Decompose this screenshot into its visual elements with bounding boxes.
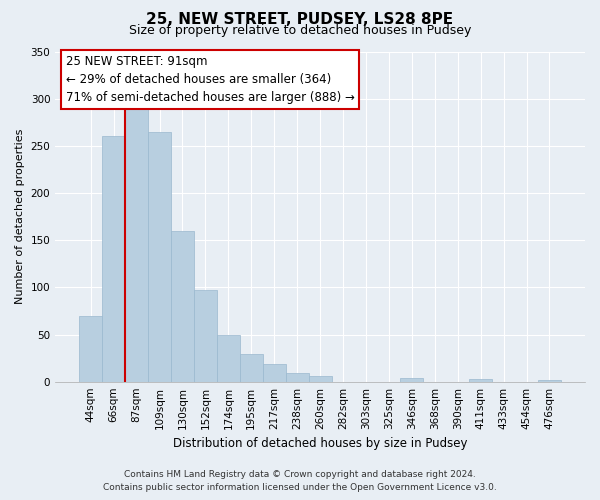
Y-axis label: Number of detached properties: Number of detached properties xyxy=(15,129,25,304)
Bar xyxy=(148,132,171,382)
Bar xyxy=(308,376,332,382)
Text: 25 NEW STREET: 91sqm
← 29% of detached houses are smaller (364)
71% of semi-deta: 25 NEW STREET: 91sqm ← 29% of detached h… xyxy=(66,55,355,104)
Bar xyxy=(240,354,263,382)
Bar xyxy=(79,316,102,382)
Bar xyxy=(538,380,561,382)
Text: 25, NEW STREET, PUDSEY, LS28 8PE: 25, NEW STREET, PUDSEY, LS28 8PE xyxy=(146,12,454,28)
Bar xyxy=(171,230,194,382)
Text: Contains HM Land Registry data © Crown copyright and database right 2024.
Contai: Contains HM Land Registry data © Crown c… xyxy=(103,470,497,492)
Bar xyxy=(102,136,125,382)
Bar xyxy=(194,290,217,382)
X-axis label: Distribution of detached houses by size in Pudsey: Distribution of detached houses by size … xyxy=(173,437,467,450)
Bar xyxy=(286,373,308,382)
Bar xyxy=(469,379,492,382)
Bar xyxy=(400,378,423,382)
Bar xyxy=(263,364,286,382)
Bar xyxy=(125,104,148,382)
Text: Size of property relative to detached houses in Pudsey: Size of property relative to detached ho… xyxy=(129,24,471,37)
Bar xyxy=(217,336,240,382)
